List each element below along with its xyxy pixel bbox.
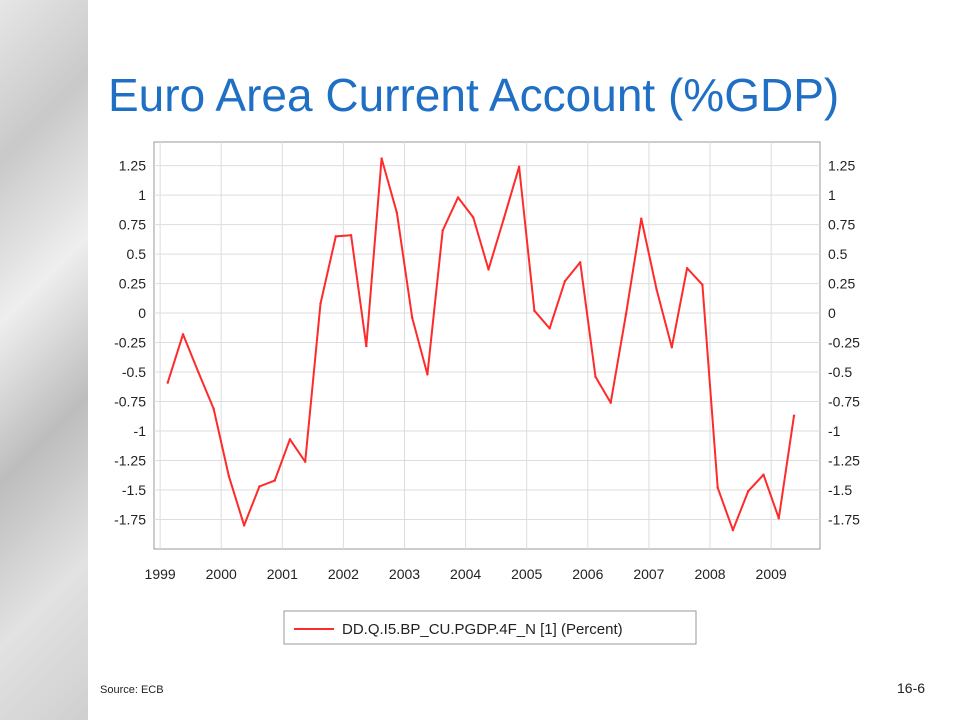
y-tick-label-right: 0	[828, 305, 836, 321]
y-tick-label-right: -1.25	[828, 453, 860, 469]
y-tick-label-right: 0.75	[828, 217, 855, 233]
data-point	[792, 414, 796, 417]
data-point	[578, 261, 582, 264]
y-tick-label-left: 0.5	[127, 246, 147, 262]
data-point	[640, 217, 643, 220]
data-point	[349, 233, 353, 237]
y-tick-label-left: 1.25	[119, 158, 146, 174]
data-point	[747, 489, 750, 493]
slide-number: 16-6	[897, 680, 926, 696]
slide-title: Euro Area Current Account (%GDP)	[108, 69, 840, 121]
y-tick-label-left: 0.25	[119, 276, 146, 292]
series-line	[166, 157, 795, 532]
data-point	[456, 196, 460, 199]
data-point	[563, 280, 567, 283]
data-point	[288, 438, 292, 441]
chart: 1.25 1.25 1 1 0.75 0.75 0.5 0.5 0.25 0.25 0 0 -0.25 -…	[88, 130, 862, 658]
x-tick-label: 2001	[267, 566, 298, 582]
y-tick-label-left: -0.25	[114, 335, 146, 351]
x-tick-label: 2002	[328, 566, 359, 582]
y-tick-label-right: -1	[828, 423, 841, 439]
data-point	[685, 267, 689, 270]
plot-frame	[153, 141, 821, 550]
x-tick-label: 2006	[572, 566, 603, 582]
data-point	[334, 235, 337, 238]
data-point	[258, 485, 261, 488]
data-point	[197, 370, 200, 374]
data-point	[594, 375, 597, 378]
data-point	[548, 327, 551, 330]
y-tick-label-left: -1.5	[122, 482, 146, 498]
data-point	[487, 268, 490, 271]
data-point	[273, 479, 276, 482]
chart-svg: 1.25 1.25 1 1 0.75 0.75 0.5 0.5 0.25 0.25 0 0 -0.25 -…	[114, 141, 860, 645]
data-point	[609, 401, 612, 404]
x-tick-label: 2000	[206, 566, 237, 582]
data-point	[304, 460, 307, 463]
data-point	[365, 344, 368, 348]
marble-border	[0, 0, 88, 720]
x-tick-label: 2004	[450, 566, 481, 582]
y-tick-label-left: 0	[138, 305, 146, 321]
y-tick-label-left: -0.5	[122, 364, 146, 380]
y-tick-label-left: 0.75	[119, 217, 146, 233]
y-tick-label-right: -1.5	[828, 482, 852, 498]
data-point	[533, 309, 536, 312]
x-tick-label: 2009	[756, 566, 787, 582]
legend-label: DD.Q.I5.BP_CU.PGDP.4F_N [1] (Percent)	[342, 621, 623, 638]
x-tick-label: 2007	[633, 566, 664, 582]
y-tick-label-right: 0.25	[828, 276, 855, 292]
x-tick-label: 2008	[694, 566, 725, 582]
y-tick-label-right: 1	[828, 187, 836, 203]
data-point	[181, 333, 185, 336]
data-point	[502, 217, 506, 220]
y-tick-label-left: -1.25	[114, 453, 146, 469]
data-point	[441, 229, 444, 232]
data-point	[701, 283, 704, 286]
x-tick-label: 2003	[389, 566, 420, 582]
y-tick-label-right: -0.25	[828, 335, 860, 351]
y-tick-label-right: -0.5	[828, 364, 852, 380]
data-point	[517, 165, 521, 168]
y-tick-label-right: 0.5	[828, 246, 848, 262]
data-point	[670, 346, 674, 349]
data-point	[472, 216, 475, 219]
data-point	[410, 316, 414, 319]
y-tick-label-left: 1	[138, 187, 146, 203]
data-point	[242, 524, 246, 527]
data-point	[731, 528, 735, 532]
data-point	[212, 407, 215, 410]
x-tick-label: 1999	[145, 566, 176, 582]
x-tick-label: 2005	[511, 566, 542, 582]
data-point	[227, 474, 231, 478]
data-point	[655, 288, 658, 291]
data-point	[395, 211, 399, 214]
data-point	[319, 302, 322, 305]
y-tick-label-left: -1	[134, 423, 147, 439]
source-note: Source: ECB	[100, 684, 164, 696]
y-tick-label-right: 1.25	[828, 158, 855, 174]
data-point	[716, 486, 719, 489]
data-point	[426, 373, 429, 376]
y-tick-label-right: -1.75	[828, 512, 860, 528]
y-tick-label-left: -0.75	[114, 394, 146, 410]
legend-box	[283, 610, 697, 645]
data-point	[624, 313, 628, 316]
y-tick-label-right: -0.75	[828, 394, 860, 410]
y-tick-label-left: -1.75	[114, 512, 146, 528]
data-point	[762, 473, 765, 476]
data-point	[777, 517, 780, 520]
data-point	[166, 381, 169, 384]
data-point	[380, 157, 383, 160]
